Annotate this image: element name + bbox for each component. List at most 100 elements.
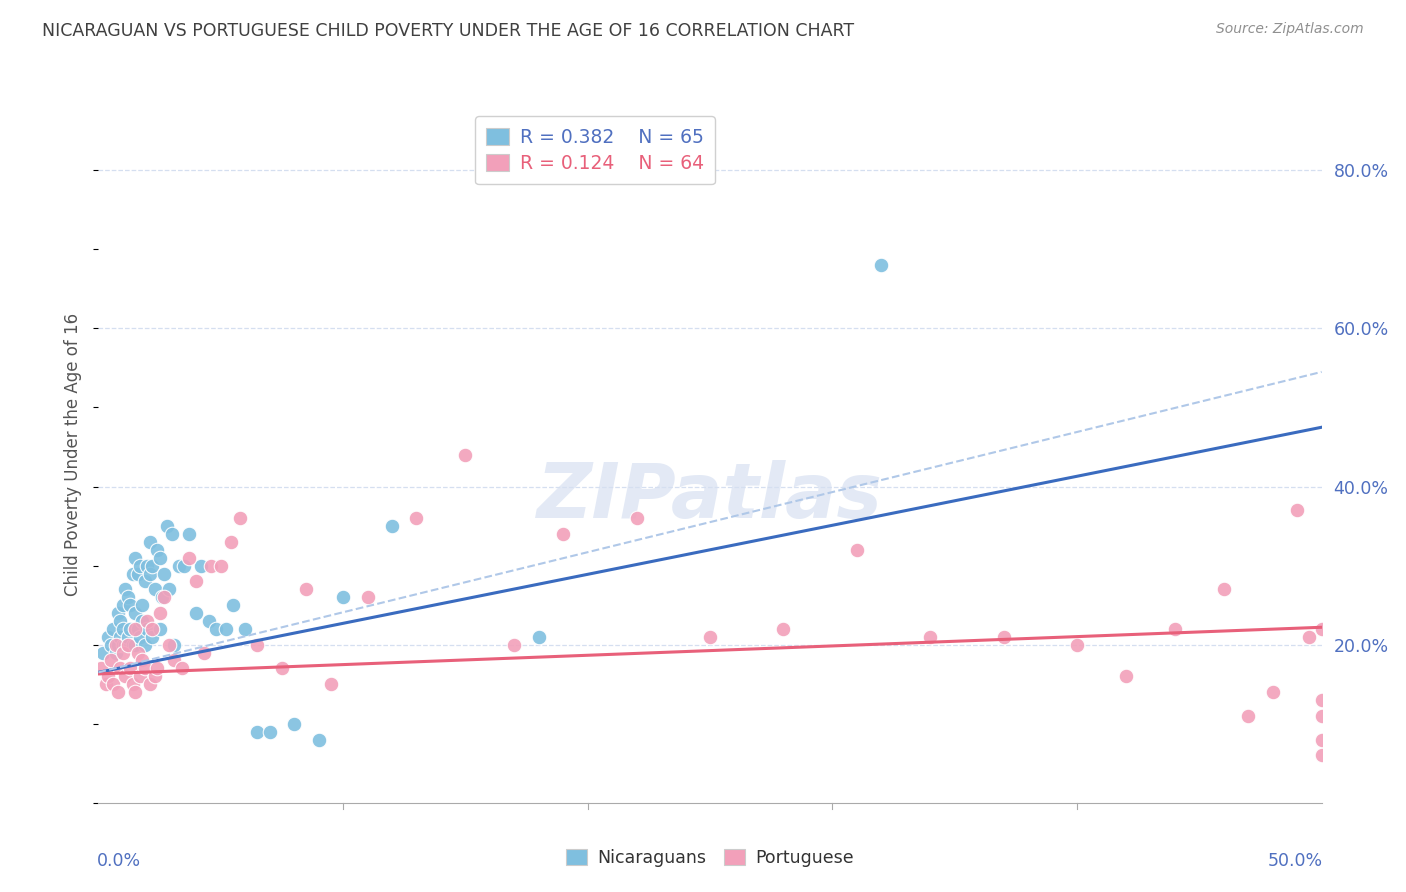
Point [136,614,159,628]
Point [134,574,156,589]
Point [156,519,179,533]
Point [527,630,550,644]
Point [308,732,330,747]
Point [111,638,134,652]
Point [107,606,129,620]
Point [94,677,117,691]
Point [121,677,143,691]
Point [139,677,162,691]
Point [110,630,132,644]
Point [229,511,252,525]
Point [97,669,120,683]
Point [1164,622,1187,636]
Point [124,622,146,636]
Point [111,622,134,636]
Point [100,653,122,667]
Point [91,646,114,660]
Point [110,661,132,675]
Point [101,677,124,691]
Point [233,622,256,636]
Point [127,622,149,636]
Point [173,558,195,573]
Point [845,542,868,557]
Point [139,566,162,581]
Point [186,574,208,589]
Point [149,606,172,620]
Point [214,622,236,636]
Point [1298,630,1320,644]
Point [139,534,162,549]
Point [150,591,173,605]
Point [107,638,129,652]
Point [143,669,166,683]
Point [1237,708,1260,723]
Point [157,582,180,597]
Point [146,542,169,557]
Point [131,614,153,628]
Point [136,622,159,636]
Point [295,582,318,597]
Point [129,669,152,683]
Point [246,638,269,652]
Point [141,558,163,573]
Point [114,582,136,597]
Point [1310,732,1333,747]
Point [107,685,129,699]
Point [1310,708,1333,723]
Point [131,653,153,667]
Point [1066,638,1088,652]
Point [626,511,648,525]
Point [111,598,134,612]
Point [117,638,139,652]
Point [121,638,143,652]
Point [153,591,176,605]
Point [993,630,1015,644]
Point [283,716,305,731]
Point [1310,748,1333,763]
Point [134,638,156,652]
Text: 50.0%: 50.0% [1268,852,1323,870]
Point [120,622,142,636]
Text: 0.0%: 0.0% [97,852,142,870]
Point [124,550,146,565]
Point [1310,622,1333,636]
Point [120,661,142,675]
Point [553,527,575,541]
Point [193,646,215,660]
Point [153,566,176,581]
Point [200,558,222,573]
Point [1212,582,1234,597]
Point [100,638,122,652]
Point [332,591,354,605]
Point [149,622,172,636]
Point [97,630,120,644]
Point [186,606,208,620]
Point [104,646,127,660]
Point [127,566,149,581]
Point [170,661,193,675]
Point [124,638,146,652]
Point [177,527,200,541]
Point [127,646,149,660]
Point [381,519,404,533]
Point [870,258,893,272]
Point [1261,685,1284,699]
Point [454,448,477,462]
Point [121,566,143,581]
Point [356,591,378,605]
Point [117,630,139,644]
Point [270,661,294,675]
Point [149,550,172,565]
Point [205,622,228,636]
Point [129,558,152,573]
Point [772,622,794,636]
Point [141,622,163,636]
Point [163,653,186,667]
Point [114,669,136,683]
Point [699,630,721,644]
Point [222,598,245,612]
Point [167,558,190,573]
Point [134,661,156,675]
Point [219,534,242,549]
Point [124,606,146,620]
